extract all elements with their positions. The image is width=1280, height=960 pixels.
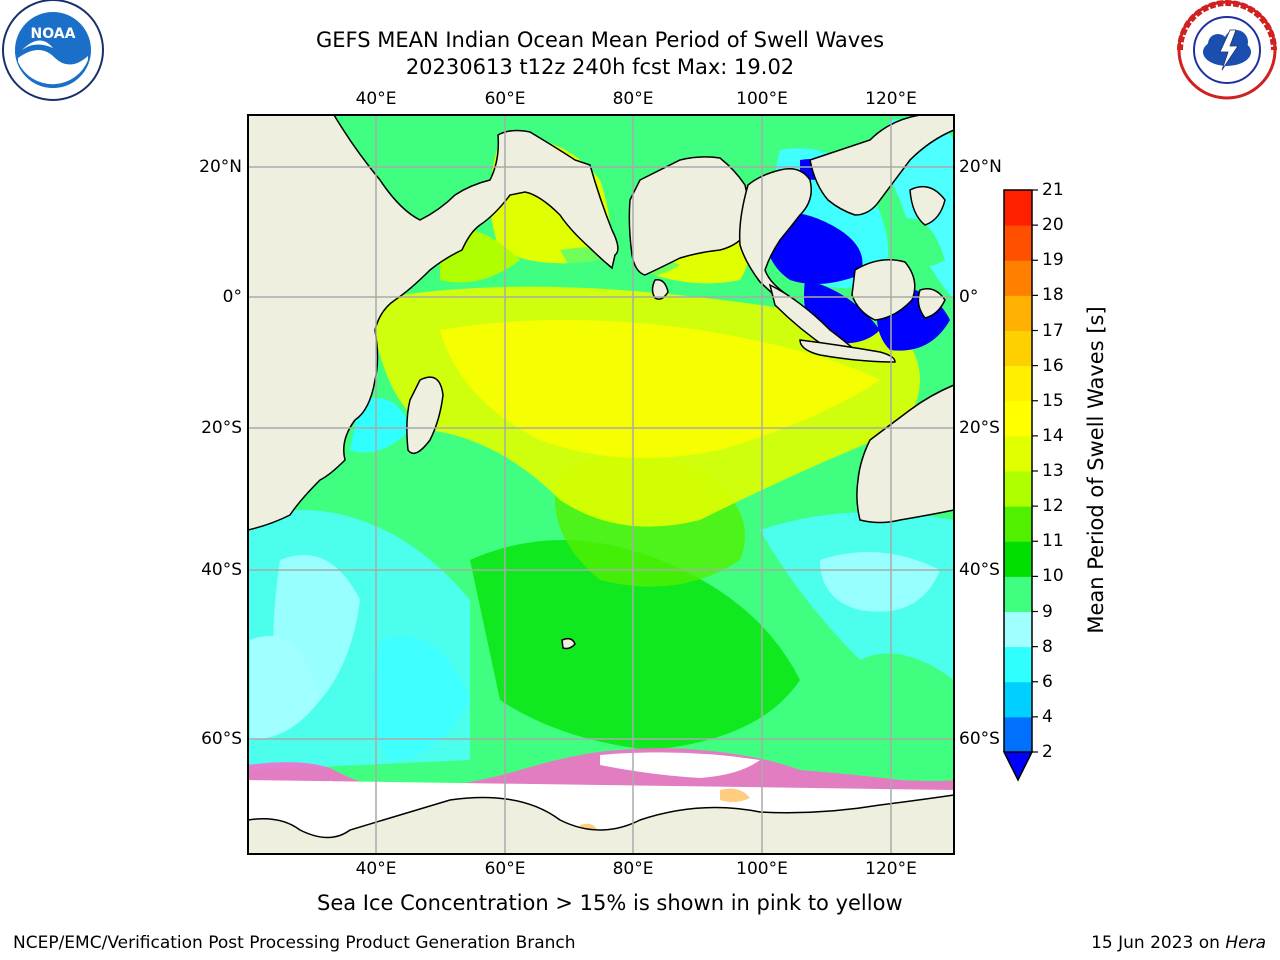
lat-tick-right: 0° — [959, 287, 979, 307]
colorbar-segment — [1004, 400, 1032, 437]
lon-tick-top: 120°E — [865, 89, 917, 109]
colorbar-segment — [1004, 646, 1032, 683]
colorbar-segment — [1004, 260, 1032, 296]
colorbar-tick-label: 17 — [1042, 320, 1064, 341]
lon-tick-top: 80°E — [612, 89, 654, 109]
footer-left: NCEP/EMC/Verification Post Processing Pr… — [13, 933, 576, 953]
colorbar-tick-label: 12 — [1042, 496, 1064, 517]
lat-tick-left: 0° — [222, 287, 242, 307]
colorbar-tick-label: 2 — [1042, 742, 1053, 762]
colorbar-tick-label: 13 — [1042, 461, 1064, 481]
title-line-1: GEFS MEAN Indian Ocean Mean Period of Sw… — [315, 28, 885, 52]
noaa-logo: NOAA — [2, 0, 104, 101]
lat-tick-right: 20°N — [959, 157, 1002, 177]
lon-tick-top: 100°E — [736, 89, 788, 109]
colorbar-segment — [1004, 471, 1032, 507]
sea-ice-caption: Sea Ice Concentration > 15% is shown in … — [317, 891, 903, 915]
colorbar-tick-label: 21 — [1042, 180, 1064, 200]
colorbar-tick-label: 15 — [1042, 390, 1064, 411]
gridlines — [248, 115, 954, 854]
colorbar — [1002, 189, 1038, 782]
swell-period-field — [248, 119, 954, 770]
map-frame — [247, 114, 955, 855]
footer-host: Hera — [1225, 933, 1266, 953]
colorbar-label: Mean Period of Swell Waves [s] — [1084, 306, 1108, 634]
lat-tick-right: 20°S — [959, 418, 1000, 438]
lat-tick-right: 60°S — [959, 729, 1000, 749]
colorbar-tick-label: 18 — [1042, 285, 1064, 306]
colorbar-segment — [1004, 330, 1032, 367]
colorbar-segment — [1004, 295, 1032, 331]
colorbar-tick-label: 14 — [1042, 425, 1064, 446]
colorbar-tick-label: 11 — [1042, 531, 1064, 552]
colorbar-segment — [1004, 681, 1032, 718]
nws-logo — [1177, 0, 1277, 100]
lat-tick-left: 40°S — [201, 560, 242, 580]
lat-tick-left: 60°S — [201, 729, 242, 749]
colorbar-tick-label: 10 — [1042, 566, 1064, 587]
footer-right: 15 Jun 2023 on Hera — [1091, 932, 1266, 954]
colorbar-tick-label: 6 — [1042, 671, 1053, 692]
title-line-2: 20230613 t12z 240h fcst Max: 19.02 — [405, 55, 795, 79]
colorbar-segment — [1004, 506, 1032, 542]
lon-tick-bottom: 100°E — [736, 859, 788, 879]
colorbar-segment — [1004, 225, 1032, 261]
antarctica — [248, 794, 954, 854]
noaa-logo-text: NOAA — [31, 26, 76, 42]
colorbar-tick-label: 4 — [1042, 706, 1053, 727]
colorbar-segment — [1004, 541, 1032, 577]
colorbar-segment — [1004, 365, 1032, 402]
lon-tick-top: 40°E — [355, 89, 397, 109]
colorbar-segment — [1004, 716, 1032, 753]
lon-tick-top: 60°E — [484, 89, 526, 109]
footer-date: 15 Jun 2023 on — [1091, 933, 1220, 953]
colorbar-segment — [1004, 435, 1032, 472]
colorbar-tick-label: 8 — [1042, 636, 1053, 657]
colorbar-tick-label: 9 — [1042, 601, 1053, 622]
colorbar-segment — [1004, 190, 1032, 226]
lat-tick-left: 20°S — [201, 418, 242, 438]
colorbar-extend-min — [1002, 751, 1034, 782]
colorbar-tick-label: 19 — [1042, 250, 1064, 271]
lon-tick-bottom: 80°E — [612, 859, 654, 879]
lat-tick-right: 40°S — [959, 560, 1000, 580]
colorbar-segment — [1004, 576, 1032, 612]
lon-tick-bottom: 120°E — [865, 859, 917, 879]
lat-tick-left: 20°N — [199, 157, 242, 177]
colorbar-tick-label: 16 — [1042, 355, 1064, 376]
map-area — [248, 115, 954, 854]
lon-tick-bottom: 40°E — [355, 859, 397, 879]
colorbar-segment — [1004, 611, 1032, 648]
lon-tick-bottom: 60°E — [484, 859, 526, 879]
colorbar-tick-label: 20 — [1042, 215, 1064, 236]
land — [248, 115, 954, 650]
